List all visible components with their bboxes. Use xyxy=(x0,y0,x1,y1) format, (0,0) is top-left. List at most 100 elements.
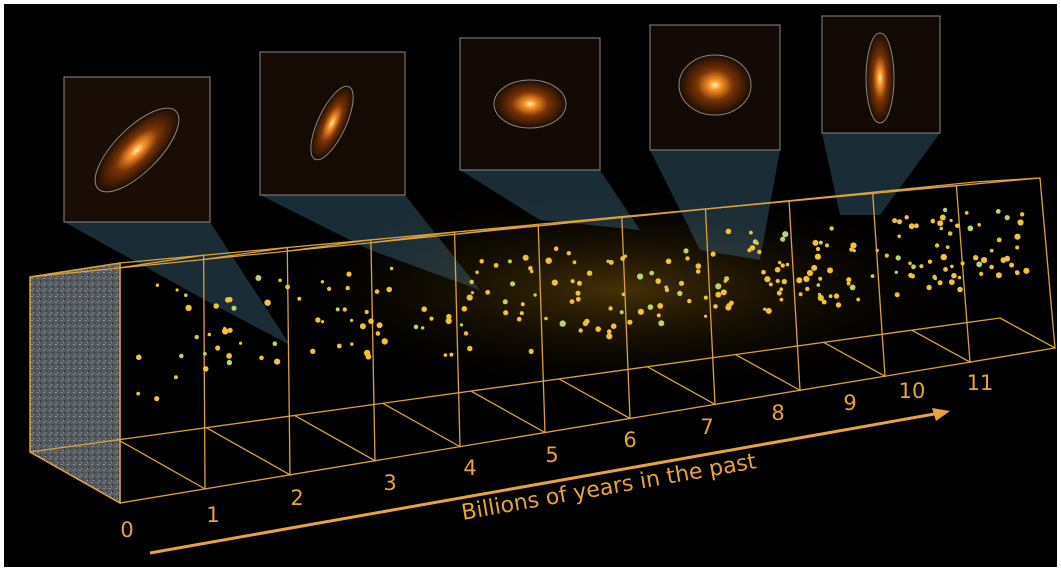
dot xyxy=(658,320,664,326)
dot xyxy=(213,303,219,309)
dot xyxy=(713,304,718,309)
dot xyxy=(657,303,663,309)
dot xyxy=(666,259,672,265)
dot xyxy=(726,303,731,308)
dot xyxy=(429,317,433,321)
dot xyxy=(154,396,159,401)
dot xyxy=(637,273,643,279)
dot xyxy=(905,215,909,219)
dot xyxy=(943,208,947,212)
dot xyxy=(895,271,898,274)
dot xyxy=(1023,268,1029,274)
dot xyxy=(934,276,938,280)
dot xyxy=(554,246,559,251)
dot xyxy=(377,322,383,328)
dot xyxy=(943,267,948,272)
dot xyxy=(979,272,983,276)
dot xyxy=(815,254,821,260)
dot xyxy=(315,317,320,322)
dot xyxy=(343,307,347,311)
dot xyxy=(208,333,212,337)
dot xyxy=(611,323,617,329)
dot xyxy=(685,256,689,260)
dot xyxy=(570,299,575,304)
dot xyxy=(977,223,981,227)
dot xyxy=(990,249,994,253)
tick-label: 4 xyxy=(463,456,476,480)
dot xyxy=(273,341,278,346)
dot xyxy=(609,260,614,265)
dot xyxy=(185,305,191,311)
dot xyxy=(761,270,766,275)
dot xyxy=(552,280,558,286)
dot xyxy=(704,315,707,318)
dot xyxy=(467,295,473,301)
dot xyxy=(259,356,264,361)
dot xyxy=(780,298,784,302)
dot xyxy=(624,255,627,258)
dot xyxy=(811,265,817,271)
dot xyxy=(638,309,644,315)
dot xyxy=(951,273,957,279)
dot xyxy=(909,223,915,229)
dot xyxy=(766,308,772,314)
dot xyxy=(777,291,782,296)
illustration: Billions of years in the past 0123456789… xyxy=(0,0,1061,571)
tick-label: 2 xyxy=(290,486,303,510)
dot xyxy=(726,229,732,235)
dot xyxy=(928,260,932,264)
dot xyxy=(649,271,654,276)
dot xyxy=(620,310,624,314)
dot xyxy=(227,297,232,302)
dot xyxy=(517,317,522,322)
dot xyxy=(571,279,575,283)
dot xyxy=(577,281,582,286)
dot xyxy=(546,258,552,264)
dot xyxy=(834,293,839,298)
dot xyxy=(136,392,140,396)
dot xyxy=(386,287,392,293)
dot xyxy=(750,245,756,251)
dot xyxy=(819,241,823,245)
dot xyxy=(376,331,381,336)
dot xyxy=(957,287,963,293)
dot xyxy=(336,307,340,311)
dot xyxy=(756,242,759,245)
dot xyxy=(1009,263,1014,268)
dot xyxy=(885,254,889,258)
dot xyxy=(829,226,833,230)
dot xyxy=(1005,215,1010,220)
dot xyxy=(382,338,388,344)
dot xyxy=(829,294,833,298)
dot xyxy=(677,291,682,296)
dot xyxy=(996,209,1001,214)
dot xyxy=(184,293,188,297)
tick-label: 8 xyxy=(771,401,784,425)
dot xyxy=(174,375,178,379)
dot xyxy=(850,242,856,248)
dot xyxy=(949,279,955,285)
dot xyxy=(470,280,474,284)
dot xyxy=(937,220,943,226)
dot xyxy=(285,285,290,290)
dot xyxy=(911,264,916,269)
dot xyxy=(583,321,588,326)
dot xyxy=(215,345,220,350)
dot xyxy=(950,219,953,222)
dot xyxy=(816,247,820,251)
dot xyxy=(813,240,819,246)
dot xyxy=(769,282,773,286)
dot xyxy=(627,320,632,325)
dot xyxy=(782,231,788,237)
dot xyxy=(786,263,790,267)
dot xyxy=(227,360,232,365)
dot xyxy=(908,273,913,278)
dot xyxy=(687,299,691,303)
dot xyxy=(365,310,369,314)
dot xyxy=(856,298,860,302)
dot xyxy=(827,267,833,273)
dot xyxy=(444,353,448,357)
dot xyxy=(749,231,753,235)
dot xyxy=(223,327,226,330)
dot xyxy=(1014,234,1020,240)
